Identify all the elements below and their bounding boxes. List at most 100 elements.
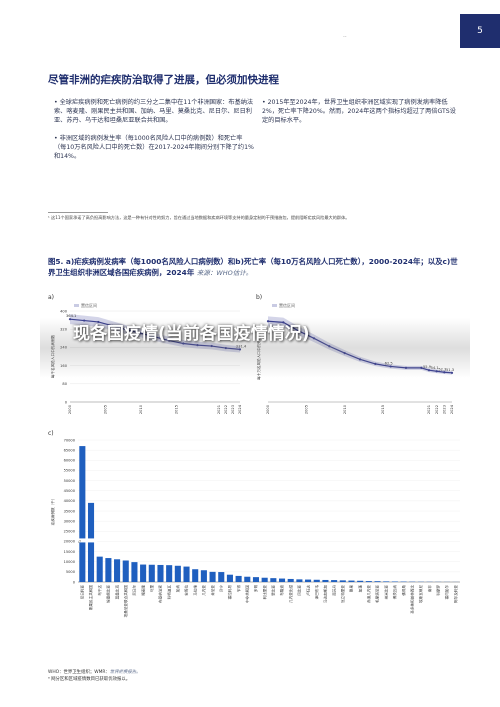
chart-c-category-40: 南非 <box>427 585 432 593</box>
chart-c-bar-0 <box>79 446 86 582</box>
notes-line2: ᵃ 网分区和区域疫情数目已获取优效报以。 <box>48 677 131 682</box>
chart-c-category-24: 几内亚比绍 <box>288 585 293 603</box>
chart-a-point-1 <box>83 319 86 322</box>
chart-a-xtick-3: 2015 <box>174 405 178 414</box>
chart-c-bar-5 <box>122 560 129 582</box>
chart-c-category-21: 利比里亚 <box>262 585 267 600</box>
chart-b-xtick-2: 2010 <box>343 404 347 414</box>
chart-b-point-11 <box>427 369 431 372</box>
chart-a-ylabel: 每千名风险人口中的病例数 <box>50 335 55 379</box>
chart-c-category-9: 布基纳法索 <box>158 585 163 603</box>
chart-c-bar-24 <box>287 578 294 582</box>
chart-c-category-42: 塞内加尔 <box>444 585 449 600</box>
chart-c-category-6: 尼日尔 <box>132 585 137 596</box>
chart-c-bar-29 <box>331 580 338 582</box>
chart-c-category-22: 赞比亚 <box>271 585 276 596</box>
chart-c-bar-32 <box>357 580 364 582</box>
chart-b-legend-swatch <box>272 304 277 307</box>
chart-a-ytick-3: 240 <box>60 346 68 350</box>
chart-a-point-0 <box>68 318 72 321</box>
chart-c-category-27: 津巴布韦 <box>314 585 319 600</box>
panel-b-label: b) <box>256 294 263 301</box>
chart-c-ytick-10: 50000 <box>64 479 76 483</box>
chart-c-bar-27 <box>313 579 320 582</box>
chart-a-xtick-2: 2010 <box>139 404 143 414</box>
bullet-left-1: • 全球疟疾病例和死亡病例的约三分之二集中在11个非洲国家：布基纳法索、喀麦隆、… <box>54 99 254 125</box>
chart-c-bar-34 <box>374 581 381 582</box>
chart-c-category-20: 多哥 <box>253 585 258 593</box>
chart-c-bar-4 <box>114 559 121 582</box>
chart-a-point-11 <box>224 346 227 350</box>
chart-c-ytick-13: 65000 <box>64 448 76 452</box>
chart-a-point-3 <box>111 324 114 327</box>
chart-c-bar-9 <box>157 564 164 582</box>
chart-b-ylabel: 每十万名风险人口中的死亡数 <box>256 333 261 380</box>
chart-c-category-29: 南苏丹 <box>331 585 336 596</box>
chart-c-ytick-14: 70000 <box>64 438 76 442</box>
figure-title-text: 图5. a)疟疾病例发病率（每1000名风险人口病例数）和b)死亡率（每10万名… <box>48 257 458 277</box>
chart-c-ytick-1: 5000 <box>66 570 76 574</box>
chart-c-category-0: 尼日利亚 <box>80 585 85 600</box>
chart-a-xtick-5: 2022 <box>224 405 228 414</box>
chart-b-point-0 <box>266 320 270 323</box>
chart-c-bar-13 <box>192 569 199 582</box>
chart-c-bar-16 <box>218 572 225 582</box>
footnote: ¹ 这11个国家承诺了高负担高影响方法，这是一种有针对性的努力，旨在通过当地数据… <box>48 215 350 220</box>
chart-a-ytick-0: 0 <box>65 400 68 404</box>
chart-c-category-18: 乍得 <box>236 585 241 593</box>
chart-a-legend-swatch <box>74 304 79 307</box>
chart-b-data-label-4: 51.3 <box>446 368 454 372</box>
chart-a-xtick-4: 2021 <box>217 405 221 414</box>
chart-c-bar-21 <box>261 577 268 582</box>
chart-c-category-17: 塞拉利昂 <box>227 585 232 600</box>
chart-c-category-4: 莫桑比克 <box>114 585 119 600</box>
chart-c-category-39: 埃斯瓦蒂尼 <box>418 585 423 603</box>
chart-c-category-23: 布隆迪 <box>279 585 284 596</box>
chart-b-point-5 <box>343 351 346 355</box>
chart-c: 0 5000 10000 15000 20000 25000 30000 35000 40000… <box>50 438 460 617</box>
chart-b-point-1 <box>282 321 285 324</box>
chart-a-point-4 <box>125 328 128 331</box>
chart-b-xtick-0: 2000 <box>266 404 270 414</box>
chart-c-bar-22 <box>270 578 277 582</box>
chart-c-category-28: 马达加斯加 <box>323 585 328 603</box>
chart-c-ytick-8: 40000 <box>64 499 76 503</box>
chart-b: 置信区间每十万名风险人口中的死亡数 2000 2005 2010 2015 2021 202… <box>256 302 454 414</box>
chart-b-point-14 <box>450 371 454 374</box>
chart-c-category-14: 几内亚 <box>201 585 206 596</box>
chart-b-point-12 <box>435 370 438 373</box>
chart-c-category-37: 佛得角 <box>401 585 406 596</box>
bullet-left-2: • 非洲区域的病例发生率（每1000名风险人口中的病例数）和死亡率（每10万名风… <box>54 135 254 161</box>
chart-a-legend-label: 置信区间 <box>81 302 97 308</box>
chart-c-bar-1 <box>87 502 95 582</box>
watermark-band <box>40 318 470 378</box>
chart-a-data-label-0: 364.1 <box>66 314 76 318</box>
chart-b-point-3 <box>312 337 316 340</box>
overlay-headline: 现各国疫情(当前各国疫情情况) <box>73 324 310 344</box>
chart-b-point-13 <box>443 371 446 374</box>
chart-c-category-26: 卢旺达 <box>305 585 310 596</box>
chart-a-point-7 <box>168 339 171 342</box>
chart-c-category-7: 喀麦隆 <box>140 585 145 596</box>
chart-c-bar-28 <box>322 579 329 582</box>
chart-c-category-35: 纳米比亚 <box>383 585 388 600</box>
chart-c-bar-35 <box>383 581 390 582</box>
chart-b-data-label-1: 55.9 <box>423 365 432 369</box>
chart-c-bar-33 <box>365 581 372 582</box>
chart-a-point-10 <box>210 344 213 348</box>
chart-c-ytick-5: 25000 <box>64 530 76 534</box>
chart-a-point-12 <box>238 348 242 351</box>
chart-c-bar-19 <box>244 576 251 582</box>
chart-c-axis-break-gap <box>76 538 98 543</box>
chart-b-xtick-7: 2024 <box>450 404 454 414</box>
chart-c-category-33: 赤道几内亚 <box>366 585 371 603</box>
chart-c-ytick-11: 55000 <box>64 469 76 473</box>
chart-a-xtick-6: 2023 <box>231 405 235 414</box>
chart-b-point-8 <box>389 365 392 368</box>
chart-c-ylabel: 疟疾病例数（千） <box>50 497 55 526</box>
figure-notes: WHO：世界卫生组织；WMR：世界疟疾报告。 ᵃ 网分区和区域疫情数目已获取优效… <box>48 669 141 683</box>
chart-a-ytick-1: 80 <box>62 382 67 386</box>
chart-c-bar-2 <box>96 556 103 582</box>
chart-a-point-5 <box>139 332 142 335</box>
chart-b-xtick-1: 2005 <box>305 405 309 414</box>
